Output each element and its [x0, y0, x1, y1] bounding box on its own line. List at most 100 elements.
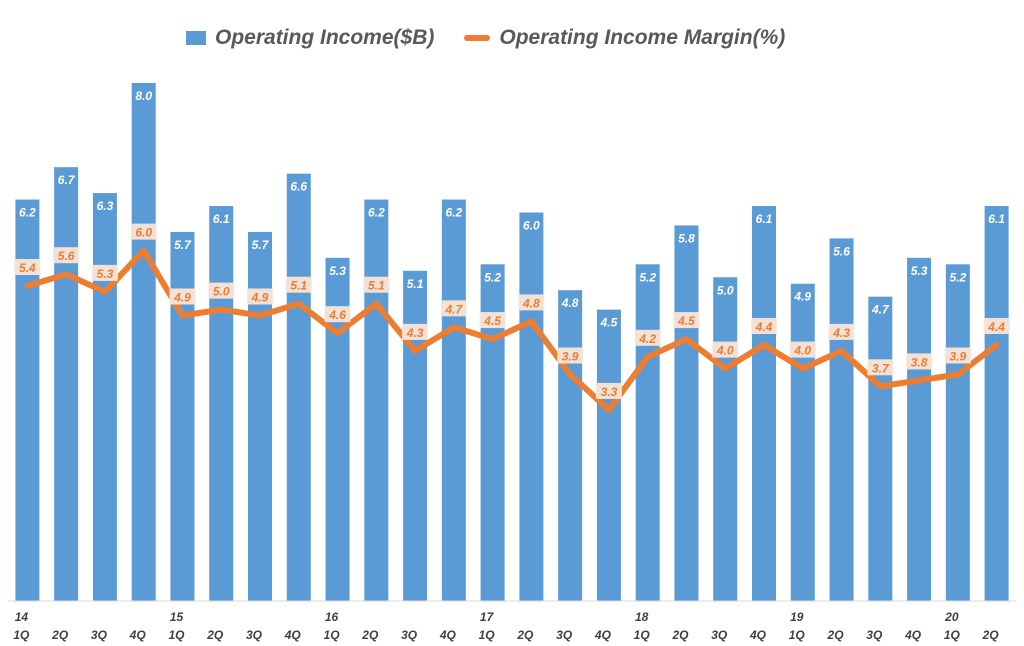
margin-value-label: 3.7 [872, 361, 890, 375]
bar-operating-income[interactable] [635, 264, 660, 601]
margin-label-box [324, 306, 351, 323]
margin-label-box [169, 288, 196, 305]
bar-operating-income[interactable] [92, 193, 117, 601]
bar-operating-income[interactable] [403, 270, 428, 601]
x-tick-quarter: 4Q [904, 628, 922, 642]
x-tick-quarter: 4Q [284, 628, 302, 642]
bar-operating-income[interactable] [790, 283, 815, 601]
x-tick-quarter: 4Q [749, 628, 767, 642]
bar-value-label: 6.2 [446, 206, 463, 220]
margin-label-box [208, 282, 235, 299]
margin-label-box [440, 300, 467, 317]
x-tick-quarter: 3Q [91, 628, 108, 642]
bar-value-label: 5.0 [717, 283, 734, 297]
margin-label-box [828, 323, 855, 340]
x-tick-quarter: 2Q [827, 628, 845, 642]
margin-value-label: 4.0 [716, 344, 734, 358]
bar-operating-income[interactable] [907, 257, 932, 601]
data-label-layer: 6.2 6.7 6.3 8.0 5.7 6.1 5.7 6.6 5.3 6.2 5.1 6.2 5.2 6… [14, 89, 1010, 399]
margin-label-box [867, 359, 894, 376]
margin-value-label: 3.9 [950, 350, 967, 364]
margin-label-box [712, 341, 739, 358]
bar-operating-income[interactable] [131, 83, 156, 601]
bar-value-label: 5.7 [252, 238, 270, 252]
bar-operating-income[interactable] [15, 199, 40, 602]
x-tick-quarter: 4Q [129, 628, 147, 642]
legend-bar-swatch [186, 31, 206, 45]
x-tick-quarter: 2Q [206, 628, 224, 642]
bar-operating-income[interactable] [713, 277, 738, 601]
x-tick-quarter: 4Q [439, 628, 457, 642]
bar-operating-income[interactable] [248, 231, 272, 602]
margin-label-box [518, 294, 545, 311]
bar-operating-income[interactable] [54, 167, 79, 602]
bar-operating-income[interactable] [519, 212, 544, 602]
margin-value-label: 5.1 [368, 279, 385, 293]
legend-bar-label: Operating Income($B) [215, 26, 435, 49]
margin-value-label: 3.8 [911, 355, 928, 369]
bar-operating-income[interactable] [829, 238, 854, 601]
x-tick-quarter: 3Q [556, 628, 573, 642]
bar-operating-income[interactable] [752, 206, 776, 601]
margin-label-box [363, 276, 390, 293]
margin-label-box [285, 276, 312, 293]
margin-value-label: 4.5 [677, 314, 695, 328]
bar-value-label: 5.2 [484, 270, 501, 284]
bar-operating-income[interactable] [945, 264, 970, 601]
margin-value-label: 4.4 [987, 320, 1005, 334]
x-tick-quarter: 2Q [982, 628, 1000, 642]
margin-label-box [634, 329, 661, 346]
x-tick-quarter: 3Q [866, 628, 883, 642]
margin-value-label: 4.3 [406, 326, 424, 340]
margin-label-box [402, 323, 429, 340]
margin-value-label: 4.4 [755, 320, 773, 334]
bar-value-label: 8.0 [135, 89, 152, 103]
bar-value-label: 5.6 [833, 244, 850, 258]
bar-operating-income[interactable] [984, 206, 1009, 601]
legend-item-operating-income[interactable]: Operating Income($B) [186, 26, 434, 50]
margin-line-layer [24, 247, 1000, 413]
x-axis-ticks: 14 1Q 2Q 3Q 4Q 15 1Q 2Q 3Q 4Q 16 1Q 2Q 3Q 4Q 17 1Q 2Q 3Q 4Q… [13, 610, 999, 642]
legend-item-operating-margin[interactable]: Operating Income Margin(%) [464, 26, 785, 50]
x-tick-quarter: 2Q [51, 628, 69, 642]
x-tick-quarter: 2Q [671, 628, 689, 642]
bar-value-label: 4.7 [871, 303, 890, 317]
bar-operating-income[interactable] [170, 231, 195, 602]
margin-value-label: 5.0 [213, 285, 230, 299]
bar-operating-income[interactable] [868, 296, 893, 601]
x-tick-quarter: 1Q [944, 628, 961, 642]
x-tick-quarter: 3Q [401, 628, 418, 642]
x-tick-quarter: 4Q [594, 628, 612, 642]
bar-operating-income[interactable] [209, 206, 234, 601]
margin-line[interactable] [24, 247, 1000, 413]
margin-value-label: 4.9 [251, 291, 269, 305]
x-tick-year: 15 [170, 610, 184, 624]
bar-value-label: 5.7 [174, 238, 192, 252]
bar-operating-income[interactable] [286, 173, 311, 601]
x-tick-quarter: 1Q [789, 628, 806, 642]
x-tick-quarter: 1Q [634, 628, 651, 642]
bar-operating-income[interactable] [558, 290, 583, 601]
margin-label-box [751, 318, 777, 334]
x-tick-year: 18 [635, 610, 649, 624]
bar-value-label: 6.1 [213, 212, 230, 226]
bar-operating-income[interactable] [596, 309, 621, 601]
legend-line-swatch [464, 35, 491, 41]
margin-value-label: 4.7 [445, 302, 464, 316]
bar-value-label: 6.1 [756, 212, 773, 226]
bar-value-label: 6.1 [988, 212, 1005, 226]
margin-label-box [595, 382, 622, 399]
bar-operating-income[interactable] [674, 225, 699, 601]
margin-value-label: 5.1 [290, 279, 307, 293]
bar-operating-income[interactable] [364, 199, 389, 602]
margin-label-box [14, 259, 41, 275]
margin-value-label: 5.4 [19, 261, 36, 275]
bar-operating-income[interactable] [441, 199, 466, 602]
margin-value-label: 4.6 [328, 308, 346, 322]
margin-label-box [906, 353, 933, 370]
legend: Operating Income($B) Operating Income Ma… [186, 26, 815, 50]
x-tick-quarter: 1Q [168, 628, 185, 642]
margin-value-label: 3.3 [601, 385, 618, 399]
margin-label-box [983, 318, 1010, 334]
